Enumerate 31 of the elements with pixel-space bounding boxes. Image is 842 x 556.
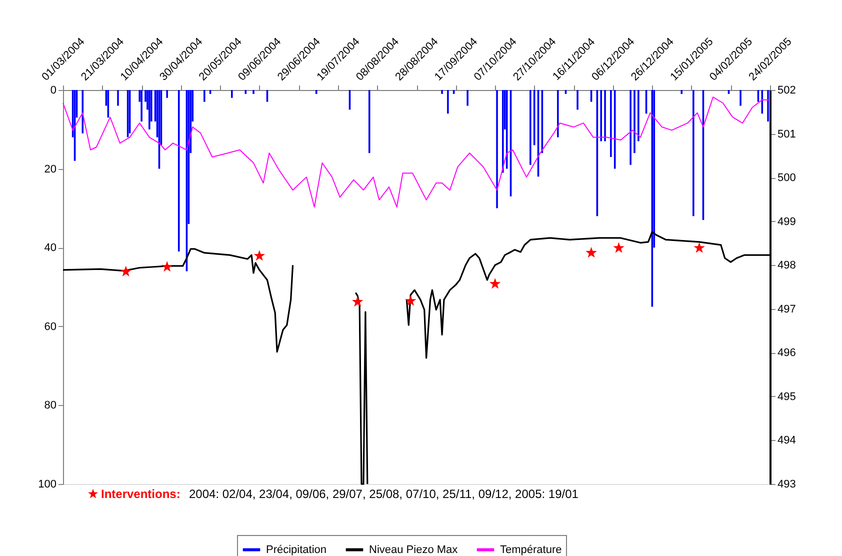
y2-tick-label: 499 (778, 216, 796, 228)
legend-label: Interventions: (101, 487, 180, 501)
legend-label: Température (500, 544, 562, 556)
y-tick-label: 80 (44, 400, 56, 412)
point (613, 242, 624, 253)
y2-tick-label: 502 (778, 84, 796, 96)
y-tick-label: 0 (50, 84, 56, 96)
y2-tick-label: 493 (778, 478, 796, 490)
y2-tick-label: 494 (778, 434, 796, 447)
y-tick-label: 100 (38, 478, 56, 490)
legend-label: Niveau Piezo Max (369, 544, 458, 556)
y2-tick-label: 497 (778, 303, 796, 316)
point (586, 246, 597, 258)
y-tick-label: 60 (44, 320, 56, 333)
legend-label: Précipitation (266, 544, 327, 556)
text: 2004: 02/04, 23/04, 09/06, 29/07, 25/08, 07/10, 25/11, 09/12, 2005: 19/01 (189, 487, 579, 501)
y-tick-label: 40 (44, 242, 56, 254)
point (161, 260, 173, 272)
y-tick-label: 20 (44, 163, 56, 176)
y2-tick-label: 501 (778, 128, 796, 140)
point (120, 266, 132, 276)
point (404, 295, 416, 306)
point (352, 296, 364, 307)
y2-tick-label: 500 (778, 172, 796, 184)
y2-tick-label: 496 (778, 347, 796, 360)
line-series (62, 96, 770, 208)
y2-tick-label: 498 (778, 260, 796, 272)
point (694, 242, 705, 253)
y2-tick-label: 495 (778, 390, 796, 403)
point (254, 250, 266, 261)
point (489, 278, 501, 289)
